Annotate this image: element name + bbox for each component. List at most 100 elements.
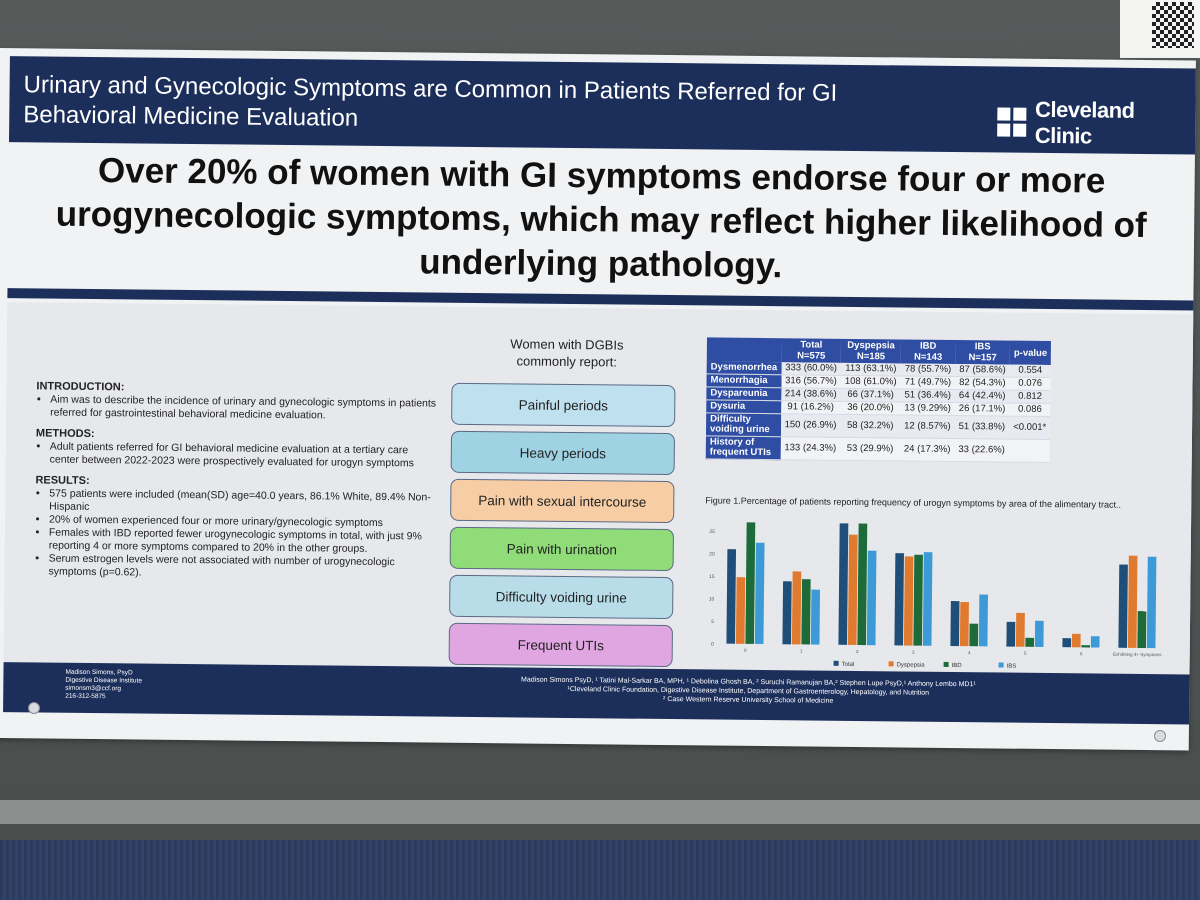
figure-caption: Figure 1.Percentage of patients reportin… xyxy=(705,495,1122,510)
bar-ibs xyxy=(978,594,988,647)
bar-dyspepsia xyxy=(735,577,746,644)
table-cell: 66 (37.1%) xyxy=(840,388,901,402)
table-cell: 12 (8.57%) xyxy=(900,414,955,439)
x-tick-label: 0 xyxy=(744,648,747,653)
table-header-cell: IBS N=157 xyxy=(955,340,1011,365)
y-tick-label: 20 xyxy=(709,551,715,557)
symptom-pill: Difficulty voiding urine xyxy=(449,574,674,620)
symptom-pill: Frequent UTIs xyxy=(448,622,673,668)
board-frame xyxy=(0,800,1200,824)
legend-label: IBS xyxy=(1007,664,1017,670)
push-pin xyxy=(1154,730,1166,742)
table-row: History of frequent UTIs 133 (24.3%) 53 (29… xyxy=(705,435,1051,463)
bar-ibd xyxy=(745,522,756,644)
contact-info: Madison Simons, PsyD Digestive Disease I… xyxy=(65,668,143,701)
clinic-cross-icon xyxy=(997,107,1027,137)
bar-total xyxy=(950,600,960,647)
bar-dyspepsia xyxy=(1015,612,1025,647)
table-cell: 58 (32.2%) xyxy=(840,414,901,438)
table-cell: 33 (22.6%) xyxy=(954,438,1009,463)
x-tick-label: 1 xyxy=(800,648,803,653)
bar-ibd xyxy=(913,554,923,646)
bar-dyspepsia xyxy=(1071,633,1081,648)
symptom-pill: Painful periods xyxy=(451,382,676,428)
row-label: Dysuria xyxy=(706,399,781,414)
table-cell: 78 (55.7%) xyxy=(900,363,956,377)
table-cell: <0.001* xyxy=(1008,416,1051,440)
table-cell: 0.554 xyxy=(1009,364,1052,378)
table-cell: 53 (29.9%) xyxy=(840,437,901,461)
row-label: Difficulty voiding urine xyxy=(705,412,781,437)
poster: Urinary and Gynecologic Symptoms are Com… xyxy=(0,48,1196,751)
table-cell: 0.086 xyxy=(1009,403,1051,417)
table-cell: 36 (20.0%) xyxy=(840,401,901,415)
bar-ibs xyxy=(922,552,933,646)
bar-ibd xyxy=(1137,611,1147,649)
bar-dyspepsia xyxy=(1127,555,1138,648)
x-tick-label: Exhibiting 4+ Symptoms xyxy=(1113,652,1162,658)
symptom-table: Total N=575 Dyspepsia N=185 IBD N=143 IBS N=157… xyxy=(705,337,1052,463)
table-header-cell: IBD N=143 xyxy=(900,339,956,365)
y-tick-label: 25 xyxy=(709,529,715,535)
methods-bullet: Adult patients referred for GI behaviora… xyxy=(50,441,436,471)
x-tick-label: 3 xyxy=(912,650,915,655)
table-cell: 51 (36.4%) xyxy=(900,388,956,403)
table-header-cell: Total N=575 xyxy=(781,338,842,363)
row-label: Menorrhagia xyxy=(706,373,782,388)
push-pin xyxy=(28,702,40,714)
table-cell: 91 (16.2%) xyxy=(780,400,841,415)
table-cell: 333 (60.0%) xyxy=(781,362,842,376)
bar-ibd xyxy=(1025,637,1035,647)
row-label: Dysmenorrhea xyxy=(706,361,782,375)
logo-text: Cleveland Clinic xyxy=(1034,96,1135,149)
bar-ibs xyxy=(1146,556,1157,649)
table-cell: 87 (58.6%) xyxy=(955,364,1010,378)
qr-code-icon xyxy=(1152,2,1194,48)
text-column: INTRODUCTION: Aim was to describe the in… xyxy=(34,372,436,582)
x-tick-label: 5 xyxy=(1024,651,1027,656)
author-list: Madison Simons PsyD, ¹ Tatini Mal-Sarkar… xyxy=(483,675,1013,708)
row-label: Dyspareunia xyxy=(706,386,782,401)
symptom-pill: Pain with urination xyxy=(449,526,674,572)
bar-ibd xyxy=(801,579,811,645)
y-tick-label: 0 xyxy=(711,641,714,647)
bar-ibd xyxy=(969,623,979,647)
results-bullet: 575 patients were included (mean(SD) age… xyxy=(49,488,435,518)
bar-total xyxy=(782,581,792,645)
results-list: 575 patients were included (mean(SD) age… xyxy=(34,487,435,582)
table-cell: 51 (33.8%) xyxy=(954,415,1010,440)
symptom-pill: Pain with sexual intercourse xyxy=(450,478,675,524)
table-cell xyxy=(1008,439,1051,463)
table-cell: 71 (49.7%) xyxy=(900,375,956,390)
x-tick-label: 4 xyxy=(968,650,971,655)
legend-label: IBD xyxy=(952,663,963,669)
legend-swatch xyxy=(888,661,894,667)
table-cell: 150 (26.9%) xyxy=(780,413,841,438)
legend-swatch xyxy=(998,662,1004,668)
results-bullet: Females with IBD reported fewer urogynec… xyxy=(49,527,435,557)
table-cell: 0.812 xyxy=(1009,390,1051,404)
bar-total xyxy=(726,549,737,644)
bar-ibs xyxy=(1090,636,1100,648)
symptom-list: Women with DGBIs commonly report: Painfu… xyxy=(448,335,682,668)
methods-list: Adult patients referred for GI behaviora… xyxy=(36,440,436,470)
headline: Over 20% of women with GI symptoms endor… xyxy=(55,151,1147,286)
bar-ibd xyxy=(1081,645,1090,648)
legend-swatch xyxy=(943,661,949,667)
table-cell: 26 (17.1%) xyxy=(954,402,1010,417)
poster-header: Urinary and Gynecologic Symptoms are Com… xyxy=(9,56,1196,155)
table-cell: 64 (42.4%) xyxy=(954,389,1010,404)
legend-swatch xyxy=(833,660,839,666)
bar-total xyxy=(838,523,849,645)
bar-ibs xyxy=(754,542,765,645)
row-label: History of frequent UTIs xyxy=(705,435,781,460)
bar-dyspepsia xyxy=(959,601,969,647)
bar-ibs xyxy=(866,550,877,646)
bar-chart: 0 5 10 15 20 25 0 1 2 3 4 5 6 Exhibiting 4+ Symptoms T… xyxy=(709,522,1162,670)
content-panel: INTRODUCTION: Aim was to describe the in… xyxy=(3,302,1194,675)
symptom-pill: Heavy periods xyxy=(450,430,676,476)
table-cell: 13 (9.29%) xyxy=(900,401,955,416)
x-tick-label: 6 xyxy=(1080,651,1083,656)
results-bullet: Serum estrogen levels were not associate… xyxy=(48,553,434,583)
bar-dyspepsia xyxy=(903,556,914,646)
